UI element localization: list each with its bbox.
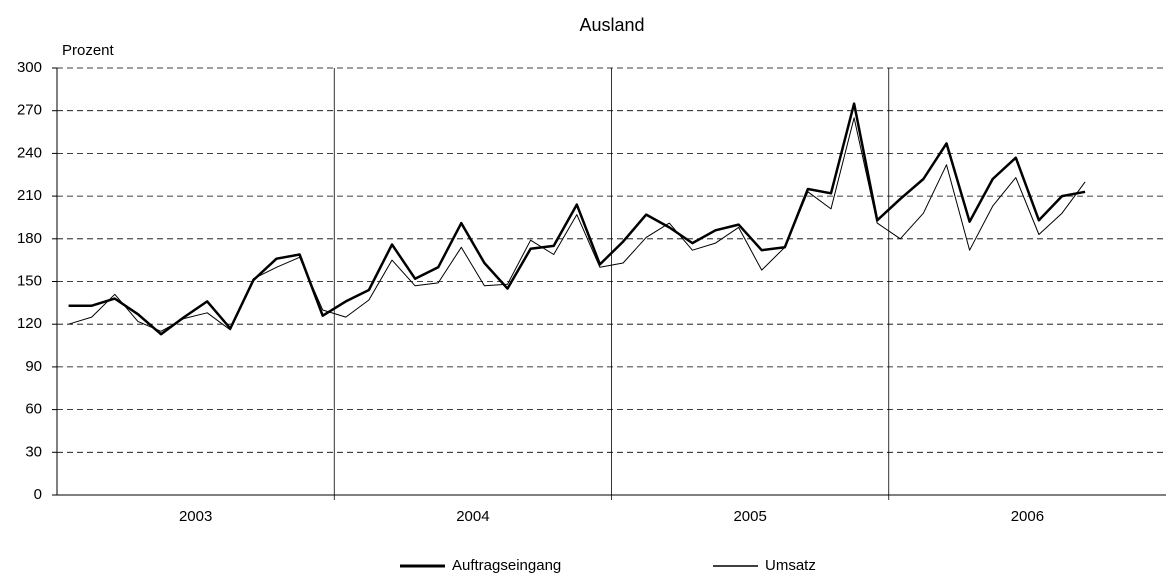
chart-title: Ausland — [579, 15, 644, 35]
series-line — [68, 117, 1086, 332]
y-tick-label: 30 — [25, 443, 42, 460]
y-tick-label: 120 — [17, 315, 42, 332]
y-tick-label: 270 — [17, 102, 42, 119]
y-tick-label: 210 — [17, 187, 42, 204]
y-tick-label: 90 — [25, 358, 42, 375]
y-tick-label: 150 — [17, 272, 42, 289]
x-group-label: 2003 — [179, 508, 212, 525]
y-tick-label: 180 — [17, 230, 42, 247]
y-tick-label: 240 — [17, 144, 42, 161]
x-group-label: 2006 — [1011, 508, 1044, 525]
x-group-label: 2005 — [733, 508, 766, 525]
y-axis-label: Prozent — [62, 42, 115, 59]
legend-label: Auftragseingang — [452, 557, 561, 574]
y-tick-label: 60 — [25, 401, 42, 418]
y-tick-label: 0 — [34, 486, 42, 503]
x-group-label: 2004 — [456, 508, 489, 525]
y-tick-label: 300 — [17, 59, 42, 76]
series-line — [68, 102, 1086, 336]
legend-label: Umsatz — [765, 557, 816, 574]
